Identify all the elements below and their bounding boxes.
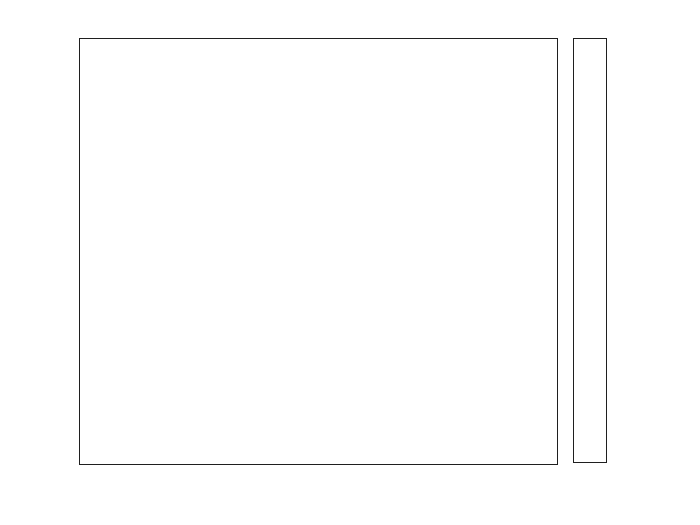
spectrogram-heatmap xyxy=(80,39,557,464)
colorbar xyxy=(573,38,607,463)
plot-area xyxy=(79,38,558,465)
